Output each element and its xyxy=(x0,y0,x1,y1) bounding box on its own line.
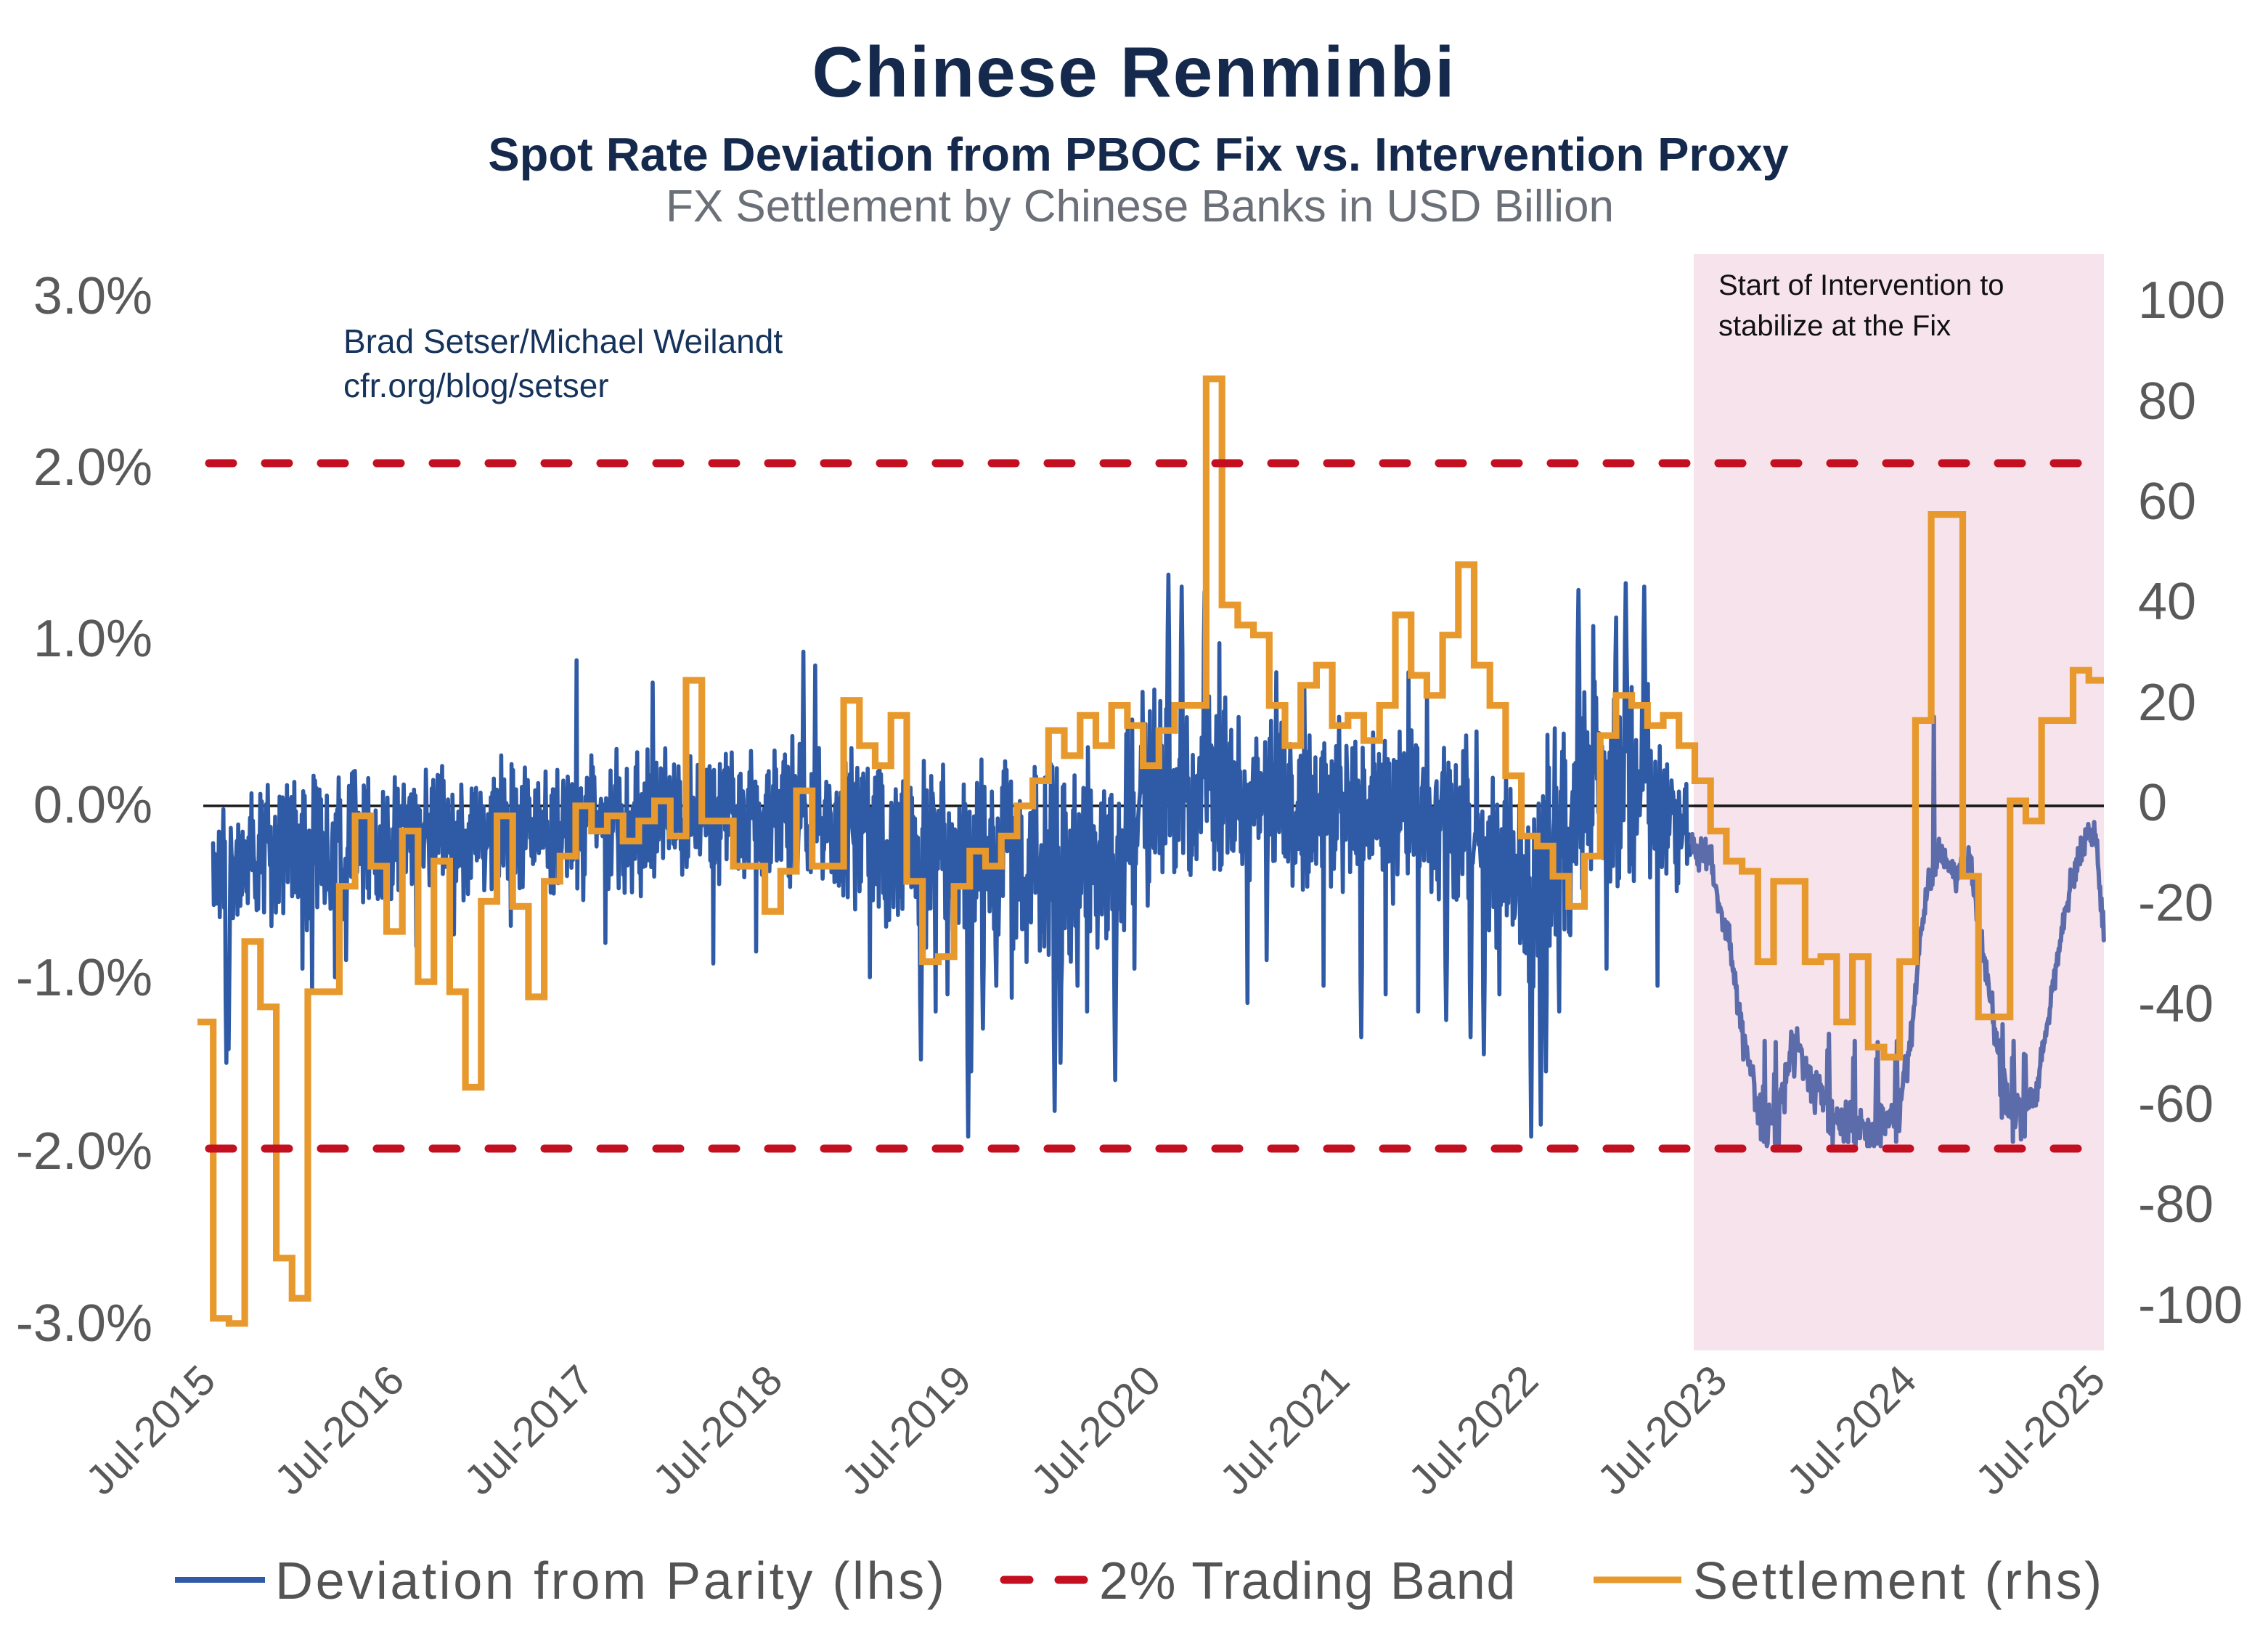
svg-text:Chinese Renminbi: Chinese Renminbi xyxy=(812,32,1456,112)
svg-text:Brad Setser/Michael Weilandt: Brad Setser/Michael Weilandt xyxy=(343,322,783,360)
svg-text:-1.0%: -1.0% xyxy=(16,949,152,1007)
svg-text:-3.0%: -3.0% xyxy=(16,1295,152,1353)
svg-text:-40: -40 xyxy=(2138,975,2214,1033)
svg-text:-2.0%: -2.0% xyxy=(16,1122,152,1181)
svg-text:0.0%: 0.0% xyxy=(33,776,152,834)
svg-text:60: 60 xyxy=(2138,473,2196,531)
svg-text:-100: -100 xyxy=(2138,1276,2243,1334)
svg-text:0: 0 xyxy=(2138,774,2167,832)
svg-text:Start of Intervention to: Start of Intervention to xyxy=(1718,269,2004,301)
svg-text:20: 20 xyxy=(2138,674,2196,732)
svg-text:-60: -60 xyxy=(2138,1075,2214,1133)
svg-text:100: 100 xyxy=(2138,272,2225,330)
svg-text:2.0%: 2.0% xyxy=(33,439,152,497)
svg-text:1.0%: 1.0% xyxy=(33,610,152,668)
svg-text:2% Trading Band: 2% Trading Band xyxy=(1099,1552,1517,1610)
svg-text:Deviation from Parity (lhs): Deviation from Parity (lhs) xyxy=(275,1552,947,1610)
svg-text:FX Settlement by Chinese Banks: FX Settlement by Chinese Banks in USD Bi… xyxy=(666,182,1614,232)
svg-text:stabilize at the Fix: stabilize at the Fix xyxy=(1718,310,1951,342)
svg-text:80: 80 xyxy=(2138,372,2196,431)
svg-text:40: 40 xyxy=(2138,573,2196,631)
svg-text:-80: -80 xyxy=(2138,1175,2214,1234)
svg-text:3.0%: 3.0% xyxy=(33,267,152,325)
svg-text:-20: -20 xyxy=(2138,874,2214,932)
svg-text:Spot Rate Deviation from PBOC: Spot Rate Deviation from PBOC Fix vs. In… xyxy=(488,128,1788,181)
svg-text:Settlement (rhs): Settlement (rhs) xyxy=(1693,1552,2105,1610)
svg-text:cfr.org/blog/setser: cfr.org/blog/setser xyxy=(343,367,609,404)
